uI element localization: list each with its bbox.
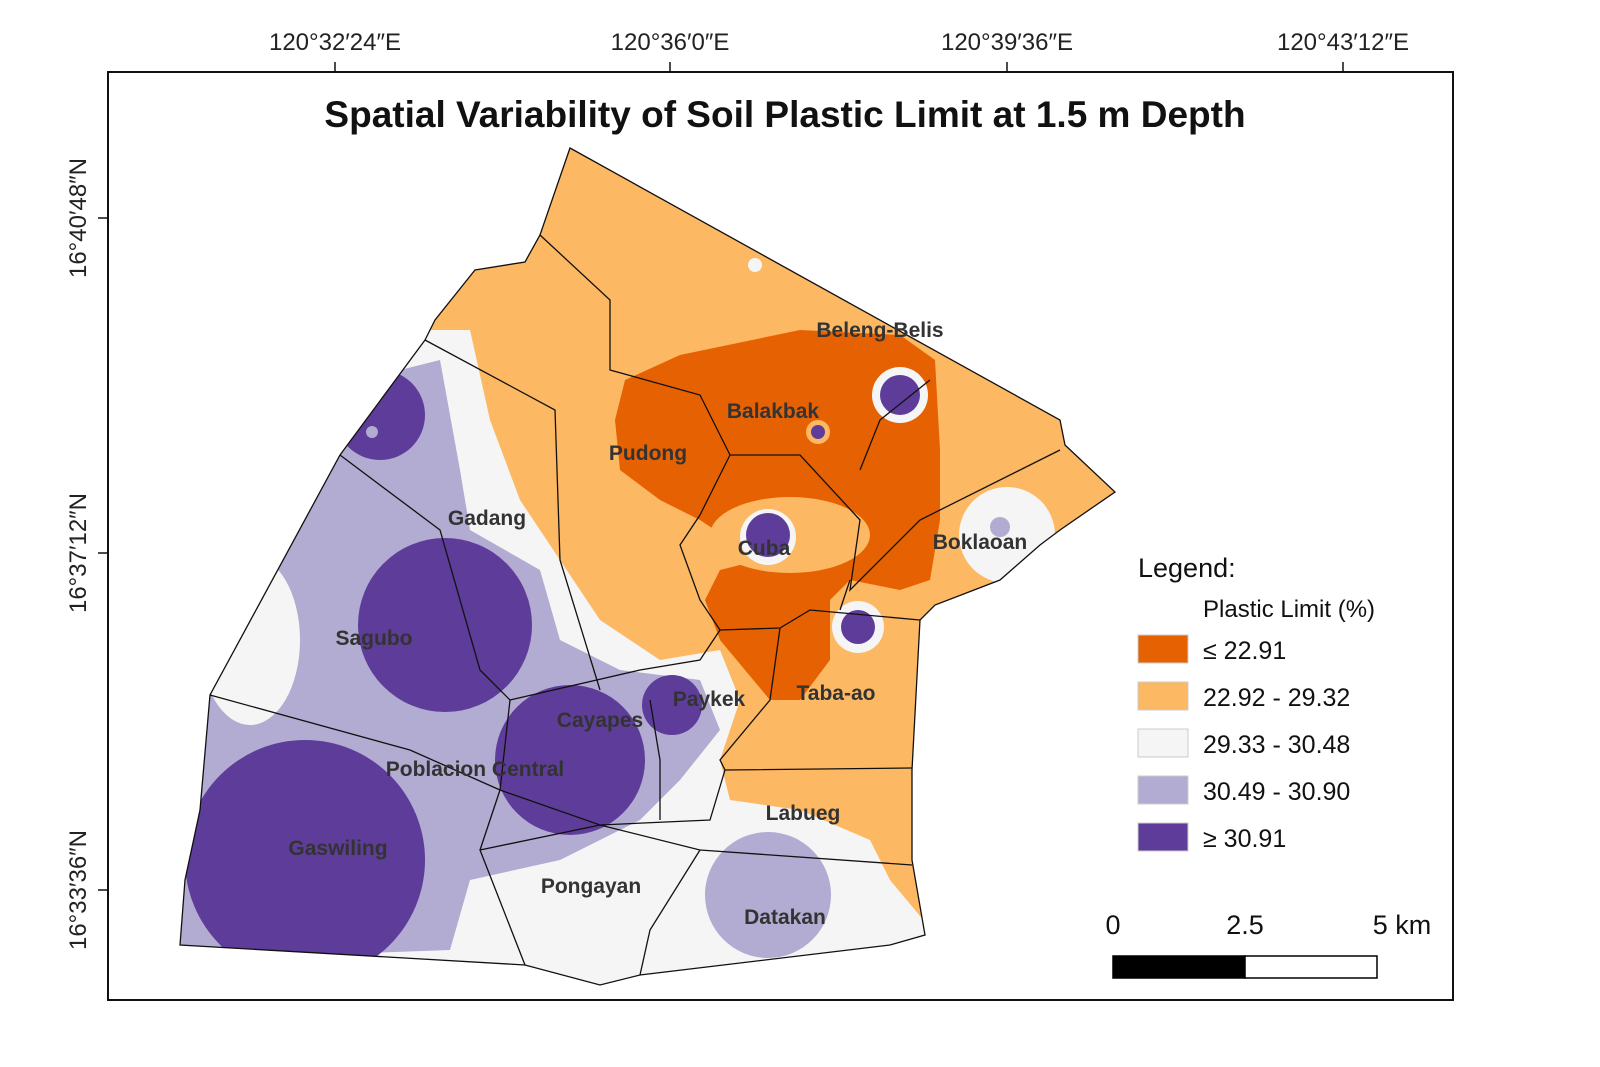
latitude-label: 16°40′48″N [65, 158, 92, 278]
place-label: Paykek [673, 688, 746, 711]
legend-swatch [1137, 822, 1189, 852]
place-label: Cuba [738, 537, 791, 560]
legend-label: ≥ 30.91 [1203, 825, 1286, 853]
legend-subtitle: Plastic Limit (%) [1203, 596, 1375, 623]
legend-title: Legend: [1138, 553, 1236, 583]
legend-label: 30.49 - 30.90 [1203, 778, 1350, 806]
legend-swatch [1137, 681, 1189, 711]
legend-swatch [1137, 775, 1189, 805]
boundaries [179, 147, 1117, 986]
place-label: Labueg [766, 802, 841, 825]
scale-segment [1244, 955, 1378, 979]
legend-swatch [1137, 728, 1189, 758]
longitude-label: 120°43′12″E [1277, 29, 1409, 56]
scale-segment [1112, 955, 1246, 979]
scale-label: 0 [1105, 910, 1120, 940]
place-labels: Beleng-Belis Balakbak Pudong Gadang Cuba Bokl… [288, 319, 1027, 929]
legend-label: 29.33 - 30.48 [1203, 731, 1350, 759]
place-label: Taba-ao [797, 682, 876, 705]
place-label: Boklaoan [933, 531, 1028, 554]
place-label: Sagubo [336, 627, 413, 650]
place-label: Datakan [744, 906, 826, 929]
place-label: Balakbak [727, 400, 820, 423]
latitude-label: 16°37′12″N [65, 493, 92, 613]
scale-label: 5 km [1373, 910, 1432, 940]
longitude-label: 120°36′0″E [611, 29, 730, 56]
legend-swatch [1137, 634, 1189, 664]
place-label: Pudong [609, 442, 687, 465]
scale-label: 2.5 [1226, 910, 1264, 940]
map-title: Spatial Variability of Soil Plastic Limi… [324, 94, 1245, 135]
place-label: Gaswiling [288, 837, 387, 860]
place-label: Gadang [448, 507, 526, 530]
place-label: Cayapes [557, 709, 643, 732]
graticule: 120°32′24″E 120°36′0″E 120°39′36″E 120°43′1… [65, 29, 1409, 950]
place-label: Pongayan [541, 875, 641, 898]
place-label: Poblacion Central [386, 758, 565, 781]
longitude-label: 120°32′24″E [269, 29, 401, 56]
latitude-label: 16°33′36″N [65, 830, 92, 950]
legend-label: 22.92 - 29.32 [1203, 684, 1350, 712]
place-label: Beleng-Belis [816, 319, 943, 342]
legend: Legend: Plastic Limit (%) ≤ 22.91 22.92 -… [1137, 553, 1375, 853]
scale-bar: 0 2.5 5 km [1105, 910, 1432, 979]
legend-label: ≤ 22.91 [1203, 637, 1286, 665]
longitude-label: 120°39′36″E [941, 29, 1073, 56]
